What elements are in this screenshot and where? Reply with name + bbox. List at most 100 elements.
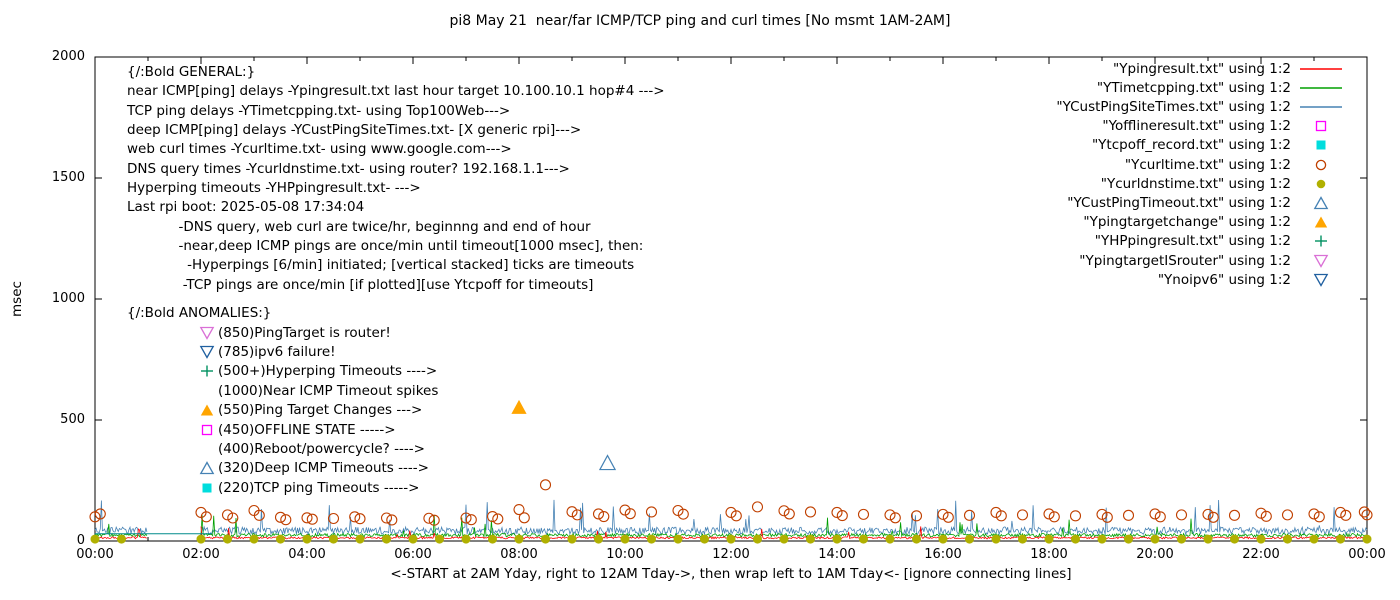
anomaly-label: (450)OFFLINE STATE ----->: [218, 421, 396, 438]
anomaly-label: (1000)Near ICMP Timeout spikes: [218, 382, 439, 399]
legend-item: "Ycurldnstime.txt" using 1:2: [1101, 174, 1344, 193]
legend-item: "Ytcpoff_record.txt" using 1:2: [1092, 136, 1344, 155]
anomaly-item: (220)TCP ping Timeouts ----->: [199, 478, 420, 497]
general-note-line: -near,deep ICMP pings are once/min until…: [127, 238, 644, 255]
x-tick-label: 02:00: [182, 547, 220, 562]
x-tick-label: 00:00: [76, 547, 114, 562]
triangle-up-filled-anomaly-icon: [199, 403, 215, 417]
series-points-Ypingtargetchange: [511, 399, 527, 414]
square-open-anomaly-icon: [199, 423, 215, 437]
line-legend-icon: [1298, 62, 1344, 76]
general-heading: {/:Bold GENERAL:}: [127, 64, 256, 80]
x-tick-label: 08:00: [500, 547, 538, 562]
circle-open-legend-icon: [1298, 158, 1344, 172]
general-notes: {/:Bold GENERAL:} near ICMP[ping] delays …: [127, 63, 665, 295]
general-note-line: -DNS query, web curl are twice/hr, begin…: [127, 218, 591, 235]
general-note-line: DNS query times -Ycurldnstime.txt- using…: [127, 160, 570, 177]
anomaly-item: (1000)Near ICMP Timeout spikes: [199, 381, 438, 400]
legend-item: "YTimetcpping.txt" using 1:2: [1097, 78, 1344, 97]
triangle-down-open-legend-icon: [1298, 273, 1344, 287]
square-filled-anomaly-icon: [199, 481, 215, 495]
anomalies-heading: {/:Bold ANOMALIES:}: [127, 305, 272, 321]
line-legend-icon: [1298, 81, 1344, 95]
legend-item: "Ypingresult.txt" using 1:2: [1113, 59, 1344, 78]
legend-label: "Ypingtargetchange" using 1:2: [1083, 214, 1291, 231]
anomaly-label: (500+)Hyperping Timeouts ---->: [218, 363, 438, 380]
y-tick-label: 2000: [51, 49, 85, 64]
legend-item: "Ypingtargetchange" using 1:2: [1083, 213, 1344, 232]
triangle-down-open-anomaly-icon: [199, 326, 215, 340]
triangle-up-filled-legend-icon: [1298, 215, 1344, 229]
line-legend-icon: [1298, 100, 1344, 114]
x-tick-label: 20:00: [1136, 547, 1174, 562]
plus-legend-icon: [1298, 234, 1344, 248]
legend-item: "YHPpingresult.txt" using 1:2: [1095, 232, 1344, 251]
x-tick-label: 16:00: [924, 547, 962, 562]
x-tick-label: 18:00: [1030, 547, 1068, 562]
triangle-down-open-legend-icon: [1298, 254, 1344, 268]
anomaly-label: (550)Ping Target Changes --->: [218, 402, 423, 419]
series-points-YCustPingTimeout.txt: [598, 454, 617, 471]
anomaly-label: (320)Deep ICMP Timeouts ---->: [218, 460, 429, 477]
legend-item: "Yofflineresult.txt" using 1:2: [1102, 117, 1344, 136]
plus-anomaly-icon: [199, 364, 215, 378]
legend-label: "YpingtargetISrouter" using 1:2: [1079, 252, 1291, 269]
legend-label: "Ycurltime.txt" using 1:2: [1124, 156, 1291, 173]
legend-item: "YCustPingTimeout.txt" using 1:2: [1067, 193, 1344, 212]
general-note-line: near ICMP[ping] delays -Ypingresult.txt …: [127, 83, 665, 100]
y-tick-label: 1500: [51, 170, 85, 185]
triangle-up-open-anomaly-icon: [199, 461, 215, 475]
legend-label: "Ycurldnstime.txt" using 1:2: [1100, 175, 1291, 192]
general-note-line: TCP ping delays -YTimetcpping.txt- using…: [127, 102, 511, 119]
y-tick-label: 500: [60, 412, 85, 427]
anomaly-item: (400)Reboot/powercycle? ---->: [199, 439, 425, 458]
x-tick-label: 12:00: [712, 547, 750, 562]
legend-item: "YCustPingSiteTimes.txt" using 1:2: [1056, 97, 1344, 116]
general-note-line: -TCP pings are once/min [if plotted][use…: [127, 276, 594, 293]
anomaly-label: (400)Reboot/powercycle? ---->: [218, 440, 425, 457]
x-tick-label: 22:00: [1242, 547, 1280, 562]
legend-label: "YTimetcpping.txt" using 1:2: [1096, 79, 1291, 96]
series-points-Ycurltime.txt: [89, 479, 1373, 526]
x-tick-label: 06:00: [394, 547, 432, 562]
general-note-line: -Hyperpings [6/min] initiated; [vertical…: [127, 257, 635, 274]
legend-label: "YCustPingTimeout.txt" using 1:2: [1067, 194, 1291, 211]
anomaly-item: (850)PingTarget is router!: [199, 323, 391, 342]
y-tick-label: 0: [76, 533, 85, 548]
general-note-line: Hyperping timeouts -YHPpingresult.txt- -…: [127, 180, 421, 197]
general-note-line: deep ICMP[ping] delays -YCustPingSiteTim…: [127, 122, 582, 139]
anomaly-item: (550)Ping Target Changes --->: [199, 401, 422, 420]
general-note-line: web curl times -Ycurltime.txt- using www…: [127, 141, 512, 158]
x-tick-label: 10:00: [606, 547, 644, 562]
legend-label: "YCustPingSiteTimes.txt" using 1:2: [1056, 98, 1291, 115]
legend-item: "YpingtargetISrouter" using 1:2: [1079, 251, 1344, 270]
x-tick-label: 00:00: [1348, 547, 1386, 562]
anomaly-item: (320)Deep ICMP Timeouts ---->: [199, 459, 429, 478]
legend-item: "Ycurltime.txt" using 1:2: [1125, 155, 1344, 174]
circle-filled-legend-icon: [1298, 177, 1344, 191]
legend-label: "YHPpingresult.txt" using 1:2: [1094, 233, 1291, 250]
square-open-legend-icon: [1298, 119, 1344, 133]
anomaly-label: (850)PingTarget is router!: [218, 324, 391, 341]
legend-label: "Ypingresult.txt" using 1:2: [1113, 60, 1291, 77]
anomaly-item: (785)ipv6 failure!: [199, 342, 336, 361]
y-tick-label: 1000: [51, 291, 85, 306]
anomaly-label: (785)ipv6 failure!: [218, 343, 336, 360]
legend-label: "Yofflineresult.txt" using 1:2: [1102, 118, 1291, 135]
legend-label: "Ynoipv6" using 1:2: [1157, 271, 1291, 288]
general-note-line: Last rpi boot: 2025-05-08 17:34:04: [127, 199, 365, 216]
anomaly-item: (500+)Hyperping Timeouts ---->: [199, 362, 437, 381]
chart-title: pi8 May 21 near/far ICMP/TCP ping and cu…: [449, 13, 951, 29]
anomaly-label: (220)TCP ping Timeouts ----->: [218, 479, 420, 496]
x-tick-label: 14:00: [818, 547, 856, 562]
triangle-down-open-anomaly-icon: [199, 345, 215, 359]
x-axis-label: <-START at 2AM Yday, right to 12AM Tday-…: [390, 566, 1072, 582]
series-points-Ycurldnstime.txt: [90, 534, 1372, 544]
triangle-up-open-legend-icon: [1298, 196, 1344, 210]
legend-label: "Ytcpoff_record.txt" using 1:2: [1091, 137, 1291, 154]
anomaly-item: (450)OFFLINE STATE ----->: [199, 420, 396, 439]
legend-item: "Ynoipv6" using 1:2: [1158, 270, 1344, 289]
x-tick-label: 04:00: [288, 547, 326, 562]
